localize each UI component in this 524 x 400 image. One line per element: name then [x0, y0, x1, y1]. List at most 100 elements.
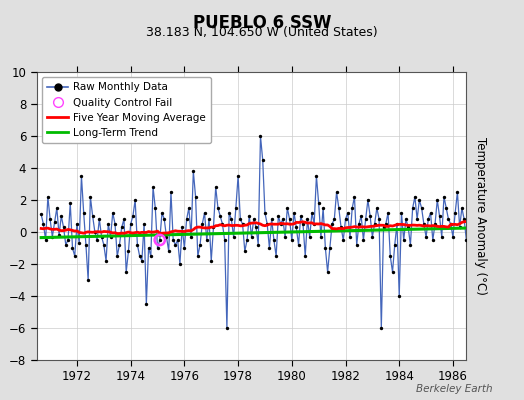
Point: [277, 221, 285, 227]
Point: [173, 237, 182, 243]
Point: [440, 194, 448, 200]
Point: [332, 189, 341, 195]
Point: [180, 245, 189, 251]
Point: [207, 258, 215, 264]
Text: PUEBLO 6 SSW: PUEBLO 6 SSW: [193, 14, 331, 32]
Point: [406, 242, 414, 248]
Point: [290, 210, 298, 216]
Point: [292, 224, 300, 230]
Point: [305, 234, 314, 240]
Point: [335, 205, 343, 211]
Point: [104, 221, 113, 227]
Point: [319, 205, 328, 211]
Point: [442, 205, 451, 211]
Point: [115, 242, 124, 248]
Point: [323, 269, 332, 275]
Point: [393, 221, 401, 227]
Point: [241, 248, 249, 254]
Point: [184, 205, 193, 211]
Point: [288, 237, 296, 243]
Point: [312, 173, 321, 179]
Point: [100, 242, 108, 248]
Point: [171, 242, 180, 248]
Point: [84, 277, 92, 283]
Point: [328, 221, 336, 227]
Point: [314, 200, 323, 206]
Point: [325, 245, 334, 251]
Point: [122, 269, 130, 275]
Point: [230, 234, 238, 240]
Point: [218, 221, 226, 227]
Point: [205, 216, 213, 222]
Point: [364, 197, 372, 203]
Point: [37, 211, 46, 218]
Point: [75, 240, 83, 246]
Point: [216, 213, 224, 219]
Point: [52, 205, 61, 211]
Point: [444, 216, 453, 222]
Point: [232, 205, 240, 211]
Point: [80, 210, 88, 216]
Point: [449, 234, 457, 240]
Point: [126, 221, 135, 227]
Point: [187, 234, 195, 240]
Point: [209, 224, 217, 230]
Point: [297, 213, 305, 219]
Point: [370, 221, 379, 227]
Point: [71, 253, 79, 259]
Point: [46, 216, 54, 222]
Point: [156, 237, 164, 243]
Point: [48, 234, 57, 240]
Point: [120, 216, 128, 222]
Point: [68, 245, 77, 251]
Point: [368, 234, 377, 240]
Point: [274, 213, 282, 219]
Point: [303, 216, 312, 222]
Point: [249, 216, 258, 222]
Point: [263, 221, 271, 227]
Point: [191, 194, 200, 200]
Point: [160, 216, 168, 222]
Point: [386, 253, 395, 259]
Point: [379, 224, 388, 230]
Point: [89, 213, 97, 219]
Point: [339, 237, 347, 243]
Point: [223, 325, 231, 331]
Point: [411, 194, 419, 200]
Point: [221, 237, 229, 243]
Point: [366, 213, 374, 219]
Point: [438, 234, 446, 240]
Point: [167, 189, 175, 195]
Point: [258, 157, 267, 163]
Point: [308, 210, 316, 216]
Point: [427, 210, 435, 216]
Point: [348, 205, 356, 211]
Point: [397, 210, 406, 216]
Point: [106, 234, 115, 240]
Point: [341, 216, 350, 222]
Point: [178, 224, 187, 230]
Point: [402, 216, 410, 222]
Point: [165, 248, 173, 254]
Point: [265, 245, 274, 251]
Point: [64, 237, 72, 243]
Point: [149, 184, 157, 190]
Point: [133, 242, 141, 248]
Point: [420, 221, 428, 227]
Point: [270, 237, 278, 243]
Point: [321, 245, 330, 251]
Point: [227, 216, 236, 222]
Point: [451, 210, 460, 216]
Point: [169, 237, 178, 243]
Point: [362, 216, 370, 222]
Point: [346, 234, 354, 240]
Point: [234, 173, 242, 179]
Point: [117, 224, 126, 230]
Point: [395, 293, 403, 299]
Point: [415, 197, 423, 203]
Point: [147, 253, 155, 259]
Point: [97, 234, 106, 240]
Point: [236, 216, 245, 222]
Point: [158, 210, 166, 216]
Point: [238, 221, 247, 227]
